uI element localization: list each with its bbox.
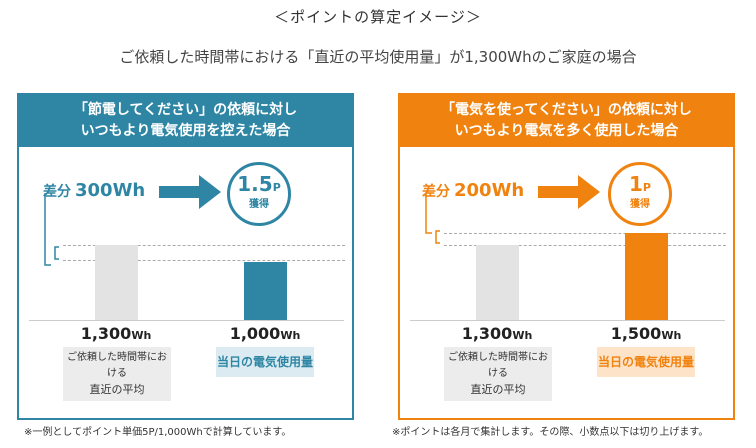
today-bar <box>625 233 668 320</box>
difference-key: 差分 <box>43 184 71 200</box>
points-number: 1.5 <box>237 172 273 196</box>
page-subtitle: ご依頼した時間帯における「直近の平均使用量」が1,300Whのご家庭の場合 <box>119 48 637 66</box>
points-number: 1 <box>629 172 643 196</box>
points-badge: 1.5P 獲得 <box>227 162 291 226</box>
heading-line-1: 「節電してください」の依頼に対し <box>73 102 298 118</box>
points-label: 獲得 <box>630 199 650 210</box>
heading-line-2: いつもより電気使用を控えた場合 <box>80 123 291 139</box>
arrow-right-icon <box>159 175 221 209</box>
today-label: 当日の電気使用量 <box>216 347 314 377</box>
points-label: 獲得 <box>249 199 269 210</box>
reference-dashed-line <box>444 245 726 246</box>
increase-panel: 「電気を使ってください」の依頼に対し いつもより電気を多く使用した場合 差分 20… <box>398 93 735 420</box>
difference-key: 差分 <box>422 184 450 200</box>
reference-value: 1,300Wh <box>461 324 533 343</box>
today-bar <box>244 262 287 320</box>
arrow-right-icon <box>538 175 600 209</box>
today-dashed-line <box>444 233 726 234</box>
baseline <box>29 320 344 321</box>
today-dashed-line <box>63 260 345 261</box>
reference-label-line-2: 直近の平均 <box>470 383 526 396</box>
heading-line-1: 「電気を使ってください」の依頼に対し <box>441 102 692 118</box>
difference-value: 200Wh <box>454 180 525 201</box>
reference-bar <box>476 245 519 320</box>
reference-dashed-line <box>63 245 345 246</box>
points-unit: P <box>272 181 281 194</box>
reduction-panel-heading: 「節電してください」の依頼に対し いつもより電気使用を控えた場合 <box>19 95 352 147</box>
today-value: 1,000Wh <box>229 324 301 343</box>
difference-label: 差分 300Wh <box>43 180 145 201</box>
difference-bracket-icon <box>425 193 440 244</box>
difference-label: 差分 200Wh <box>422 180 524 201</box>
reference-label: ご依頼した時間帯における 直近の平均 <box>444 347 552 401</box>
heading-line-2: いつもより電気を多く使用した場合 <box>454 123 679 139</box>
baseline <box>410 320 725 321</box>
points-unit: P <box>642 181 651 194</box>
reference-label-line-1: ご依頼した時間帯における <box>67 352 167 379</box>
reference-label-line-2: 直近の平均 <box>89 383 145 396</box>
difference-value: 300Wh <box>75 180 146 201</box>
footnote-left: ※一例としてポイント単価5P/1,000Whで計算しています。 <box>24 427 292 438</box>
points-badge: 1P 獲得 <box>608 162 672 226</box>
difference-bracket-icon <box>44 193 59 266</box>
reference-label: ご依頼した時間帯における 直近の平均 <box>63 347 171 401</box>
footnote-right: ※ポイントは各月で集計します。その際、小数点以下は切り上げます。 <box>392 427 709 438</box>
reference-value: 1,300Wh <box>80 324 152 343</box>
page-title: ＜ポイントの算定イメージ＞ <box>274 8 482 26</box>
reference-bar <box>95 245 138 320</box>
increase-panel-heading: 「電気を使ってください」の依頼に対し いつもより電気を多く使用した場合 <box>400 95 733 147</box>
today-label: 当日の電気使用量 <box>597 347 695 377</box>
reference-label-line-1: ご依頼した時間帯における <box>448 352 548 379</box>
reduction-panel: 「節電してください」の依頼に対し いつもより電気使用を控えた場合 差分 300Wh… <box>17 93 354 420</box>
today-value: 1,500Wh <box>610 324 682 343</box>
